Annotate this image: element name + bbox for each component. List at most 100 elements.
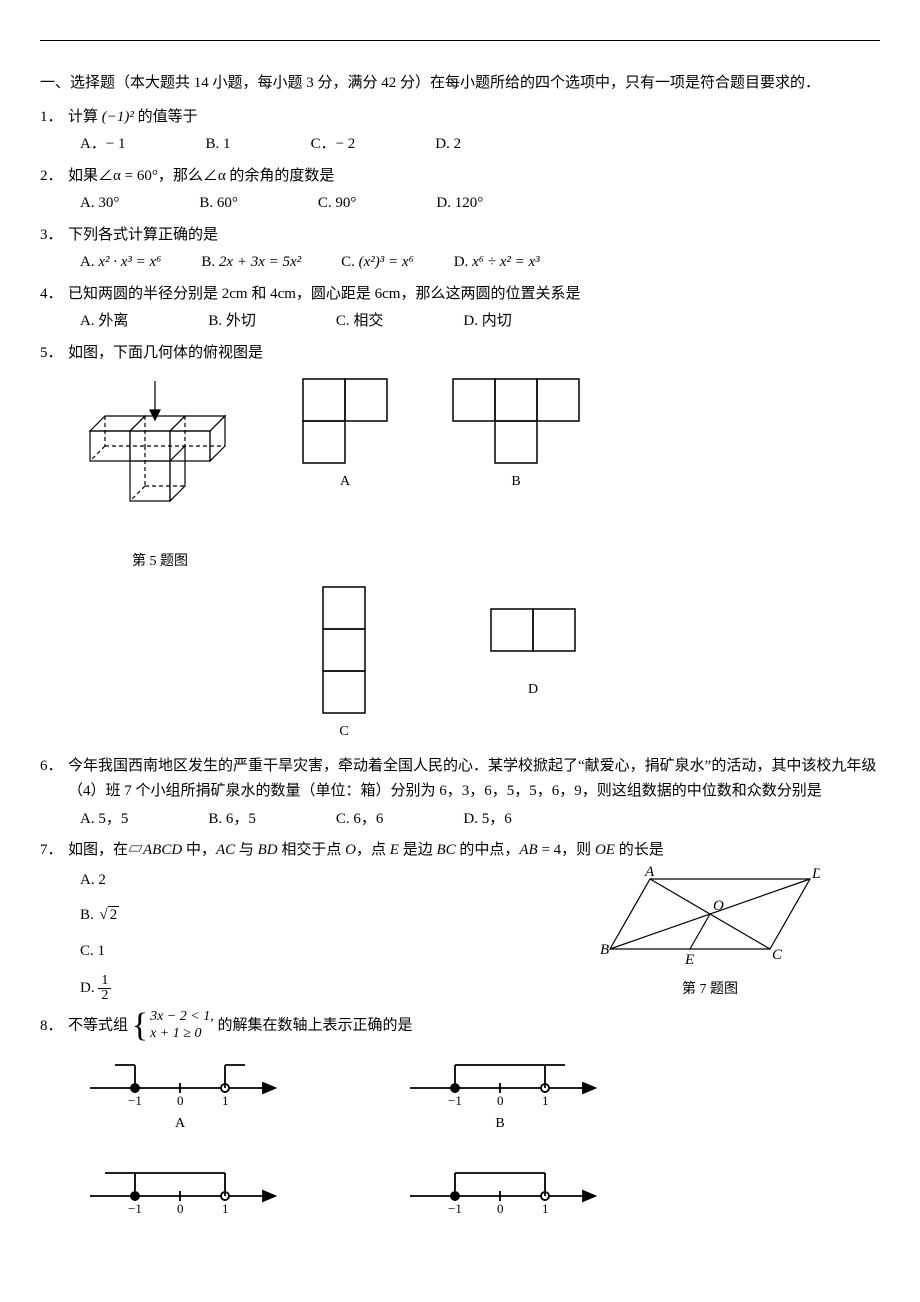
line1: 3x − 2 < 1,: [150, 1009, 214, 1026]
options: A. 30° B. 60° C. 90° D. 120°: [80, 191, 880, 217]
t: 与: [235, 842, 258, 858]
q8-opt-d: −1 0 1: [400, 1161, 600, 1220]
expr: (x²)³ = x⁶: [359, 254, 414, 270]
label: D.: [454, 254, 472, 270]
grid-icon: [320, 584, 368, 716]
options: A. 5，5 B. 6，5 C. 6，6 D. 5，6: [80, 807, 880, 833]
stem: 如果∠α = 60°，那么∠α 的余角的度数是: [68, 164, 880, 190]
qnum: 2．: [40, 164, 68, 190]
question-2: 2． 如果∠α = 60°，那么∠α 的余角的度数是 A. 30° B. 60°…: [40, 164, 880, 217]
label: D.: [80, 980, 98, 996]
stem: 计算 (−1)² 的值等于: [68, 105, 880, 131]
label: D: [528, 678, 538, 702]
t: = 4，则: [538, 842, 595, 858]
opt-d: D. 内切: [463, 309, 511, 335]
opt-d: D. 12: [80, 974, 119, 1003]
opt-b: B. 2x + 3x = 5x²: [201, 250, 301, 276]
opt-a: A. x² · x³ = x⁶: [80, 250, 161, 276]
v: BD: [258, 842, 278, 858]
q5-opt-c: C: [320, 584, 368, 744]
v: ABCD: [143, 842, 182, 858]
q8-opt-c: −1 0 1: [80, 1161, 280, 1220]
stem: 如图，下面几何体的俯视图是: [68, 341, 880, 367]
t: 如图，在▱: [68, 842, 143, 858]
opt-a: A. 外离: [80, 309, 128, 335]
opt-b: B. 1: [206, 132, 231, 158]
opt-a: A．− 1: [80, 132, 126, 158]
label: C: [339, 720, 348, 744]
v: OE: [595, 842, 615, 858]
stem: 如图，在▱ABCD 中，AC 与 BD 相交于点 O，点 E 是边 BC 的中点…: [68, 838, 880, 864]
stem: 已知两圆的半径分别是 2cm 和 4cm，圆心距是 6cm，那么这两圆的位置关系…: [68, 282, 880, 308]
tick: 0: [177, 1093, 184, 1108]
v: O: [345, 842, 356, 858]
expr: x² · x³ = x⁶: [98, 254, 161, 270]
t: 不等式组: [68, 1018, 132, 1034]
tick: 1: [222, 1093, 229, 1108]
label: B: [511, 470, 520, 494]
label: B.: [80, 907, 98, 923]
v: AC: [216, 842, 235, 858]
text: 计算: [68, 109, 102, 125]
question-4: 4． 已知两圆的半径分别是 2cm 和 4cm，圆心距是 6cm，那么这两圆的位…: [40, 282, 880, 335]
t: 中，: [182, 842, 216, 858]
t: 的长是: [615, 842, 664, 858]
opt-c: C. 相交: [336, 309, 384, 335]
opt-a: A. 2: [80, 868, 119, 894]
tick: 0: [177, 1201, 184, 1216]
opt-b: B. 外切: [208, 309, 256, 335]
expr: (−1)²: [102, 109, 134, 125]
qnum: 6．: [40, 754, 68, 780]
q5-figures-row1: 第 5 题图 A B: [80, 376, 880, 574]
grid-icon: [450, 376, 582, 466]
v: AB: [519, 842, 537, 858]
tick: −1: [128, 1201, 142, 1216]
pt: E: [684, 952, 694, 968]
label: B.: [201, 254, 219, 270]
qnum: 7．: [40, 838, 68, 864]
pt: O: [713, 898, 724, 914]
expr: x⁶ ÷ x² = x³: [472, 254, 540, 270]
denom: 2: [98, 989, 111, 1003]
numberline-icon: −1 0 1: [400, 1053, 600, 1108]
q5-opt-b: B: [450, 376, 582, 494]
q7-figure: A D B C O E 第 7 题图: [600, 864, 820, 1002]
numer: 1: [98, 974, 111, 989]
pt: B: [600, 942, 609, 958]
question-3: 3． 下列各式计算正确的是 A. x² · x³ = x⁶ B. 2x + 3x…: [40, 223, 880, 276]
numberline-icon: −1 0 1: [80, 1161, 280, 1216]
text: 的值等于: [134, 109, 198, 125]
opt-d: D. 2: [435, 132, 461, 158]
qnum: 1．: [40, 105, 68, 131]
qnum: 3．: [40, 223, 68, 249]
opt-c: C. (x²)³ = x⁶: [341, 250, 414, 276]
system: { 3x − 2 < 1, x + 1 ≥ 0: [132, 1009, 214, 1043]
caption: 第 5 题图: [132, 550, 188, 574]
q5-opt-a: A: [300, 376, 390, 494]
qnum: 5．: [40, 341, 68, 367]
solid-3d-icon: [80, 376, 240, 546]
label: A: [340, 470, 350, 494]
q8-opt-b: −1 0 1 B: [400, 1053, 600, 1136]
fraction: 12: [98, 974, 111, 1003]
grid-icon: [488, 584, 578, 674]
opt-d: D. 120°: [436, 191, 483, 217]
t: 的中点，: [456, 842, 520, 858]
grid-icon: [300, 376, 390, 466]
opt-b: B. 60°: [199, 191, 238, 217]
q5-opt-d: D: [488, 584, 578, 702]
tick: 0: [497, 1093, 504, 1108]
numberline-icon: −1 0 1: [80, 1053, 280, 1108]
opt-d: D. 5，6: [463, 807, 511, 833]
caption: 第 7 题图: [682, 978, 738, 1002]
brace-icon: {: [132, 1009, 148, 1043]
stem: 下列各式计算正确的是: [68, 223, 880, 249]
label: A.: [80, 254, 98, 270]
label: B: [495, 1112, 504, 1136]
v: BC: [436, 842, 455, 858]
opt-c: C. 90°: [318, 191, 357, 217]
label: C.: [341, 254, 359, 270]
opt-a: A. 5，5: [80, 807, 128, 833]
options: A. 2 B. 2 C. 1 D. 12: [80, 868, 119, 1004]
tick: 0: [497, 1201, 504, 1216]
